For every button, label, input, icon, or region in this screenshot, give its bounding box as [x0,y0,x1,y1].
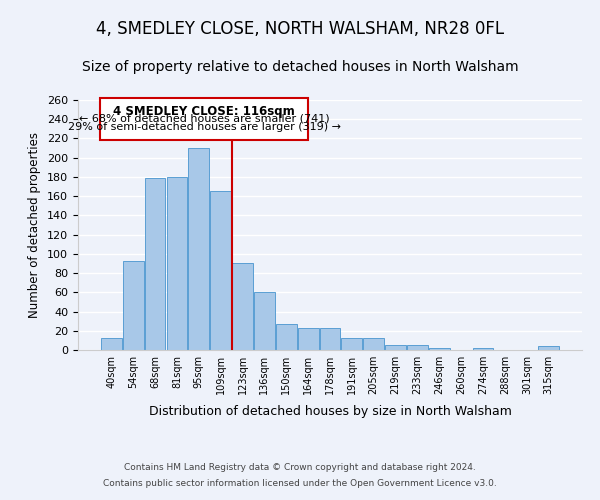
FancyBboxPatch shape [100,98,308,140]
Bar [407,345,428,350]
Text: Contains HM Land Registry data © Crown copyright and database right 2024.: Contains HM Land Registry data © Crown c… [124,464,476,472]
Text: Size of property relative to detached houses in North Walsham: Size of property relative to detached ho… [82,60,518,74]
Y-axis label: Number of detached properties: Number of detached properties [28,132,41,318]
Bar [473,348,493,350]
Bar [320,328,340,350]
Text: 4, SMEDLEY CLOSE, NORTH WALSHAM, NR28 0FL: 4, SMEDLEY CLOSE, NORTH WALSHAM, NR28 0F… [96,20,504,38]
X-axis label: Distribution of detached houses by size in North Walsham: Distribution of detached houses by size … [149,406,511,418]
Bar [538,346,559,350]
Bar [210,192,231,350]
Bar [254,292,275,350]
Bar [276,324,296,350]
Bar [364,338,384,350]
Bar [123,260,143,350]
Bar [385,345,406,350]
Bar [429,348,450,350]
Text: Contains public sector information licensed under the Open Government Licence v3: Contains public sector information licen… [103,478,497,488]
Bar [188,148,209,350]
Bar [341,338,362,350]
Text: 29% of semi-detached houses are larger (319) →: 29% of semi-detached houses are larger (… [68,122,341,132]
Text: ← 68% of detached houses are smaller (741): ← 68% of detached houses are smaller (74… [79,114,329,124]
Bar [298,328,319,350]
Bar [232,264,253,350]
Bar [145,178,166,350]
Bar [101,338,122,350]
Text: 4 SMEDLEY CLOSE: 116sqm: 4 SMEDLEY CLOSE: 116sqm [113,105,295,118]
Bar [167,177,187,350]
